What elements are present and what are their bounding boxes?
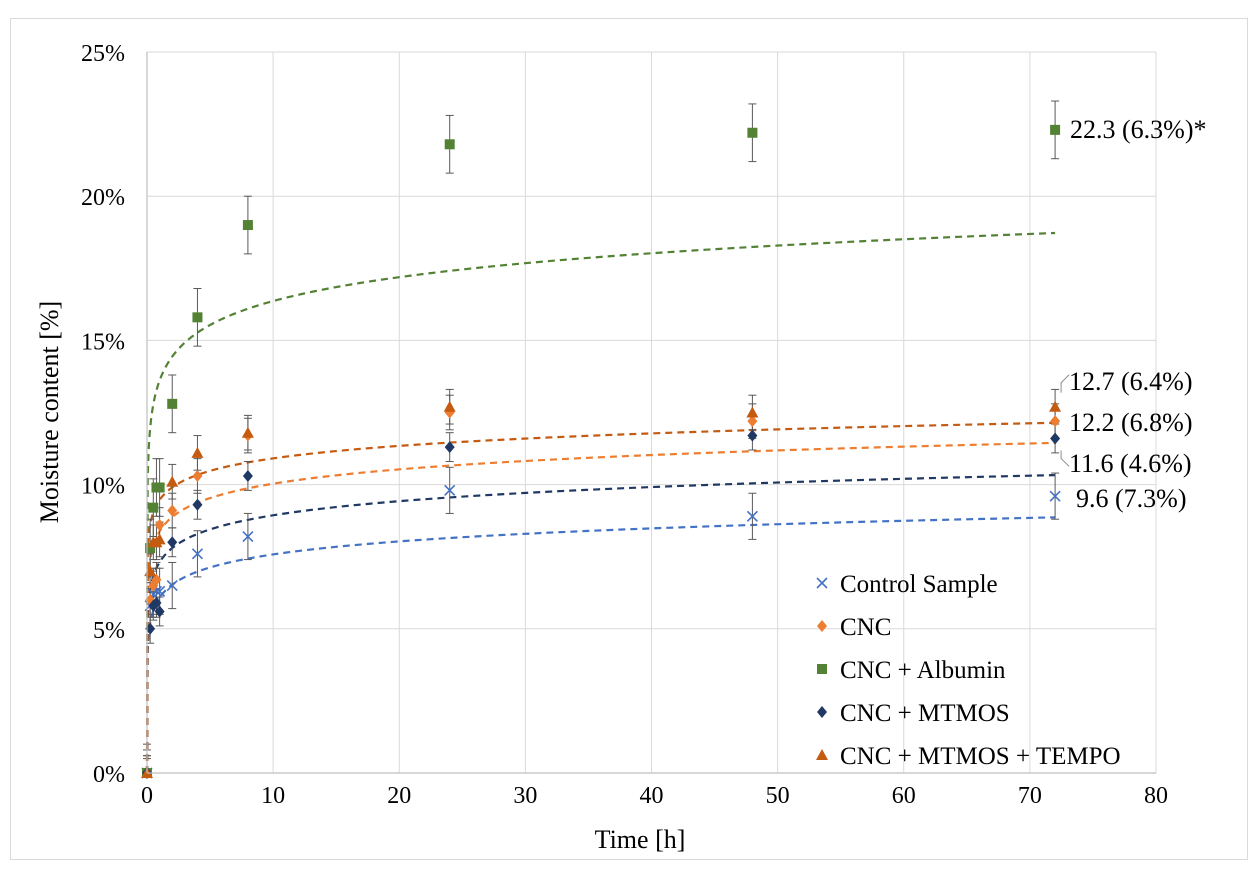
point-control-sample xyxy=(1049,490,1061,502)
data-label: 22.3 (6.3%)* xyxy=(1070,115,1206,144)
legend-marker xyxy=(816,577,828,589)
x-tick-label: 0 xyxy=(141,783,153,809)
point-cnc-mtmos-tempo xyxy=(443,400,456,412)
x-tick-label: 30 xyxy=(513,783,537,809)
point-cnc-mtmos-tempo xyxy=(1049,400,1062,412)
point-cnc-albumin xyxy=(154,482,165,493)
point-cnc-mtmos xyxy=(1050,432,1061,445)
point-cnc-mtmos-tempo xyxy=(153,533,166,545)
point-cnc-mtmos xyxy=(167,536,178,549)
point-cnc-mtmos xyxy=(444,441,455,454)
y-tick-label: 10% xyxy=(81,474,125,500)
legend-marker xyxy=(817,664,827,674)
x-tick-label: 40 xyxy=(640,783,664,809)
point-control-sample xyxy=(242,530,254,543)
legend-marker xyxy=(817,706,827,718)
x-tick-label: 70 xyxy=(1018,783,1042,809)
point-cnc-mtmos xyxy=(192,498,203,511)
y-tick-label: 25% xyxy=(81,41,125,67)
y-tick-label: 5% xyxy=(93,618,125,644)
legend: Control Sample CNC CNC + Albumin CNC + MTMO… xyxy=(816,571,1121,770)
point-cnc-mtmos-tempo xyxy=(191,446,204,458)
legend-label: Control Sample xyxy=(840,571,998,598)
x-tick-label: 20 xyxy=(387,783,411,809)
x-tick-label: 50 xyxy=(766,783,790,809)
point-cnc-mtmos xyxy=(151,596,162,609)
point-cnc-albumin xyxy=(1050,124,1061,135)
legend-label: CNC + MTMOS + TEMPO xyxy=(840,743,1121,770)
point-control-sample xyxy=(746,510,758,522)
point-cnc-albumin xyxy=(444,139,455,150)
point-cnc-mtmos-tempo xyxy=(241,426,254,438)
point-cnc-albumin xyxy=(148,502,159,513)
legend-marker xyxy=(817,620,827,632)
data-label: 11.6 (4.6%) xyxy=(1069,449,1192,478)
trend-line-cnc-albumin xyxy=(145,231,1056,774)
y-tick-label: 20% xyxy=(81,185,125,211)
data-label: 12.2 (6.8%) xyxy=(1069,408,1192,437)
data-label: 9.6 (7.3%) xyxy=(1076,484,1186,513)
point-cnc-mtmos-tempo xyxy=(746,406,759,418)
label-leader xyxy=(1060,374,1070,393)
point-cnc-albumin xyxy=(242,220,253,231)
point-cnc-mtmos xyxy=(747,429,758,442)
point-cnc-mtmos-tempo xyxy=(166,475,179,487)
point-control-sample xyxy=(166,579,178,592)
y-axis-title: Moisture content [%] xyxy=(35,301,64,523)
legend-label: CNC + MTMOS xyxy=(840,700,1010,727)
grid-lines xyxy=(147,51,1157,773)
legend-label: CNC + Albumin xyxy=(840,657,1006,684)
point-cnc-mtmos xyxy=(145,622,156,635)
trend-line-control-sample xyxy=(145,516,1056,774)
x-tick-label: 80 xyxy=(1144,783,1168,809)
annotations: 22.3 (6.3%)* 12.7 (6.4%) 12.2 (6.8%) 11.6 (… xyxy=(1060,115,1206,513)
x-tick-label: 10 xyxy=(261,783,285,809)
point-cnc-albumin xyxy=(167,398,178,409)
chart-frame xyxy=(10,18,1248,860)
y-tick-label: 15% xyxy=(81,329,125,355)
legend-label: CNC xyxy=(840,614,891,641)
point-cnc-albumin xyxy=(145,543,156,554)
point-cnc xyxy=(1050,415,1061,428)
point-cnc-albumin xyxy=(747,127,758,138)
axes xyxy=(146,52,1156,774)
y-tick-labels: 0% 5% 10% 15% 20% 25% xyxy=(81,41,125,788)
point-cnc xyxy=(747,415,758,428)
y-tick-label: 0% xyxy=(93,762,125,788)
point-cnc-albumin xyxy=(192,312,203,323)
trend-lines xyxy=(145,231,1056,774)
data-label: 12.7 (6.4%) xyxy=(1069,367,1192,396)
point-control-sample xyxy=(444,484,456,496)
legend-marker xyxy=(816,749,828,760)
point-cnc xyxy=(151,573,162,586)
x-tick-labels: 0 10 20 30 40 50 60 70 80 xyxy=(141,783,1168,809)
point-cnc xyxy=(192,469,203,482)
label-leader xyxy=(1060,450,1070,467)
point-control-sample xyxy=(191,548,204,560)
point-cnc-mtmos xyxy=(242,469,253,482)
x-tick-label: 60 xyxy=(892,783,916,809)
point-control-sample xyxy=(154,585,166,597)
point-cnc-mtmos xyxy=(154,605,165,618)
x-axis-title: Time [h] xyxy=(595,825,686,854)
point-cnc xyxy=(167,504,178,517)
point-cnc xyxy=(154,518,165,531)
trend-line-cnc-mtmos-tempo xyxy=(145,421,1056,774)
